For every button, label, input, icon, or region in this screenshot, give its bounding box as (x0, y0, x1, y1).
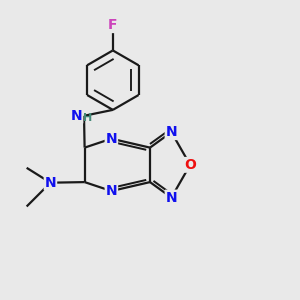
Text: N: N (71, 109, 82, 123)
Text: N: N (106, 184, 117, 198)
Text: H: H (83, 113, 92, 123)
Text: O: O (184, 158, 196, 172)
Text: N: N (106, 132, 117, 146)
Text: N: N (166, 125, 177, 139)
Text: N: N (166, 190, 177, 205)
Text: N: N (45, 176, 56, 190)
Text: F: F (108, 18, 118, 32)
